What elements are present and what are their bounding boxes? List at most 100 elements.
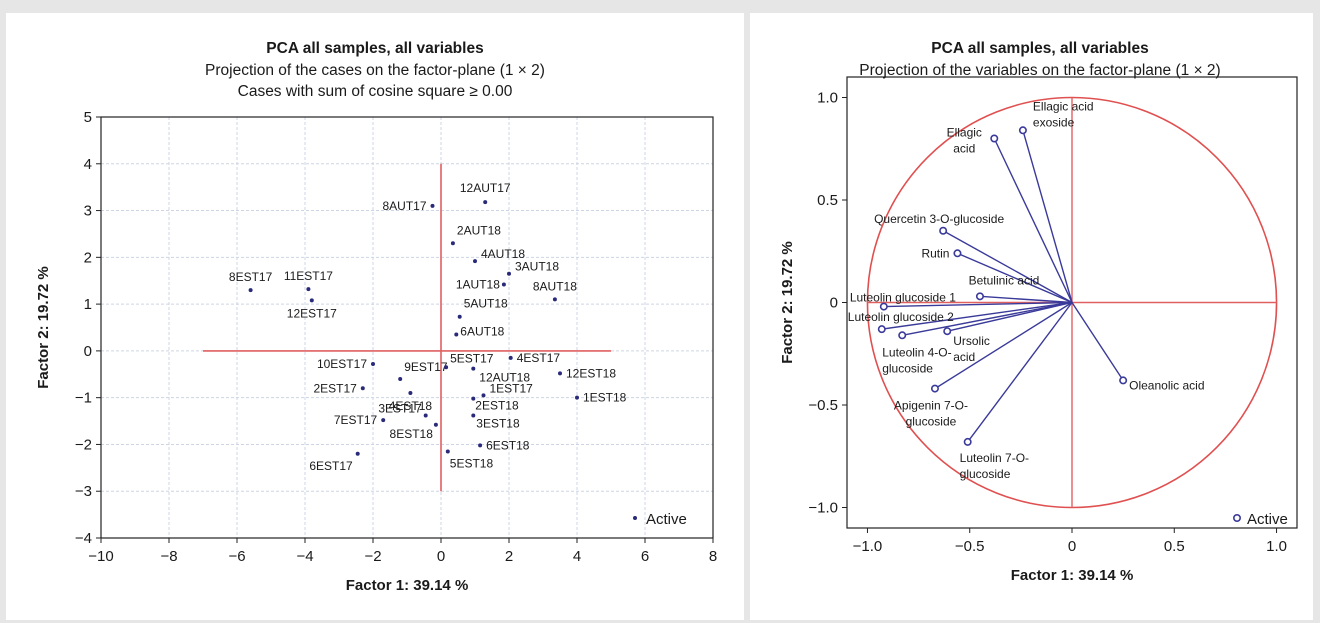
data-point bbox=[575, 395, 579, 400]
data-point bbox=[381, 418, 386, 423]
y-tick-label: 1.0 bbox=[817, 90, 838, 107]
variable-point bbox=[930, 384, 939, 393]
loading-vector bbox=[1022, 130, 1073, 303]
x-tick-label: −2 bbox=[364, 548, 381, 565]
data-point bbox=[457, 314, 462, 319]
variable-label: Luteolin glucoside 1 bbox=[850, 291, 956, 305]
legend-marker bbox=[1232, 513, 1241, 522]
cases-chart-panel: PCA all samples, all variables Projection… bbox=[6, 13, 744, 620]
variable-label: Ellagic bbox=[947, 126, 982, 140]
y-tick-label: 3 bbox=[84, 203, 92, 220]
point-label: 5AUT18 bbox=[464, 297, 508, 311]
x-tick-label: −8 bbox=[160, 548, 177, 565]
chart-subtitle: Projection of the variables on the facto… bbox=[859, 62, 1220, 79]
chart-subtitle: Projection of the cases on the factor-pl… bbox=[205, 62, 545, 79]
variable-point bbox=[879, 302, 888, 311]
x-tick-label: 1.0 bbox=[1266, 538, 1287, 555]
data-point bbox=[371, 361, 375, 366]
loading-vector bbox=[1071, 302, 1124, 381]
data-point bbox=[360, 386, 365, 391]
data-point bbox=[507, 271, 511, 276]
variable-label: glucoside bbox=[882, 361, 933, 375]
y-tick-label: −1.0 bbox=[808, 500, 838, 517]
variables-chart-panel: PCA all samples, all variables Projection… bbox=[750, 13, 1313, 620]
data-point bbox=[478, 443, 483, 448]
y-tick-label: −1 bbox=[75, 390, 92, 407]
data-point bbox=[501, 282, 506, 287]
variable-point bbox=[877, 325, 886, 334]
x-tick-label: 0 bbox=[437, 548, 445, 565]
variable-point bbox=[975, 292, 984, 301]
data-point bbox=[355, 451, 360, 456]
loading-vector bbox=[947, 301, 1073, 332]
chart-subtitle: Cases with sum of cosine square ≥ 0.00 bbox=[238, 83, 513, 100]
x-tick-label: 0.5 bbox=[1164, 538, 1185, 555]
point-label: 8EST17 bbox=[229, 270, 273, 284]
point-label: 2EST18 bbox=[475, 399, 519, 413]
point-label: 12EST17 bbox=[287, 306, 337, 320]
y-tick-label: −4 bbox=[75, 530, 92, 547]
variable-point bbox=[963, 437, 972, 446]
point-label: 8AUT18 bbox=[533, 279, 577, 293]
x-tick-label: −10 bbox=[88, 548, 113, 565]
data-point bbox=[552, 297, 557, 302]
point-label: 12AUT18 bbox=[479, 371, 530, 385]
loading-vector bbox=[942, 230, 1073, 304]
point-label: 3EST17 bbox=[378, 401, 422, 415]
data-point bbox=[408, 390, 413, 395]
point-label: 12EST18 bbox=[566, 366, 616, 380]
data-point bbox=[471, 396, 476, 401]
variable-point bbox=[939, 226, 948, 235]
loading-vector bbox=[902, 301, 1073, 336]
y-tick-label: −0.5 bbox=[808, 397, 838, 414]
variable-point bbox=[943, 327, 952, 336]
variable-point bbox=[1119, 376, 1128, 385]
point-label: 11EST17 bbox=[284, 269, 333, 283]
data-point bbox=[444, 365, 449, 370]
variable-label: Rutin bbox=[921, 246, 949, 260]
chart-title: PCA all samples, all variables bbox=[266, 40, 483, 57]
data-point bbox=[450, 241, 455, 246]
point-label: 2AUT18 bbox=[457, 223, 501, 237]
variable-label: Betulinic acid bbox=[969, 273, 1040, 287]
data-point bbox=[473, 259, 477, 264]
point-label: 6EST18 bbox=[486, 438, 530, 452]
data-point bbox=[433, 422, 438, 427]
variables-chart: PCA all samples, all variables Projection… bbox=[779, 40, 1298, 584]
loading-vector bbox=[881, 301, 1073, 330]
variable-point bbox=[898, 331, 907, 340]
point-label: 8EST18 bbox=[390, 427, 434, 441]
point-label: 2EST17 bbox=[313, 381, 357, 395]
x-tick-label: −1.0 bbox=[853, 538, 883, 555]
loading-vector bbox=[957, 252, 1073, 304]
point-label: 4EST17 bbox=[517, 351, 561, 365]
legend-marker bbox=[633, 516, 637, 520]
variable-label: glucoside bbox=[906, 415, 957, 429]
point-label: 1EST17 bbox=[490, 381, 534, 395]
variable-label: exoside bbox=[1033, 115, 1075, 129]
y-tick-label: 2 bbox=[84, 249, 92, 266]
data-point bbox=[306, 287, 311, 292]
loading-vector bbox=[967, 302, 1073, 443]
y-tick-label: 5 bbox=[84, 109, 92, 126]
point-label: 1AUT18 bbox=[456, 277, 500, 291]
x-axis-label: Factor 1: 39.14 % bbox=[346, 577, 469, 594]
loading-vector bbox=[993, 138, 1073, 303]
data-point bbox=[398, 376, 403, 381]
loading-vector bbox=[979, 295, 1073, 304]
point-label: 10EST17 bbox=[317, 357, 367, 371]
point-label: 8AUT17 bbox=[382, 199, 426, 213]
point-label: 6AUT18 bbox=[460, 325, 504, 339]
variable-label: Quercetin 3-O-glucoside bbox=[874, 212, 1004, 226]
y-tick-label: −2 bbox=[75, 436, 92, 453]
x-tick-label: 6 bbox=[641, 548, 649, 565]
variable-point bbox=[990, 134, 999, 143]
x-tick-label: 0 bbox=[1068, 538, 1076, 555]
y-tick-label: −3 bbox=[75, 483, 92, 500]
loading-vector bbox=[934, 301, 1073, 390]
point-label: 5EST18 bbox=[450, 456, 494, 470]
y-tick-label: 1 bbox=[84, 296, 92, 313]
data-point bbox=[558, 371, 562, 376]
variable-label: Apigenin 7-O- bbox=[894, 399, 968, 413]
x-tick-label: 4 bbox=[573, 548, 581, 565]
